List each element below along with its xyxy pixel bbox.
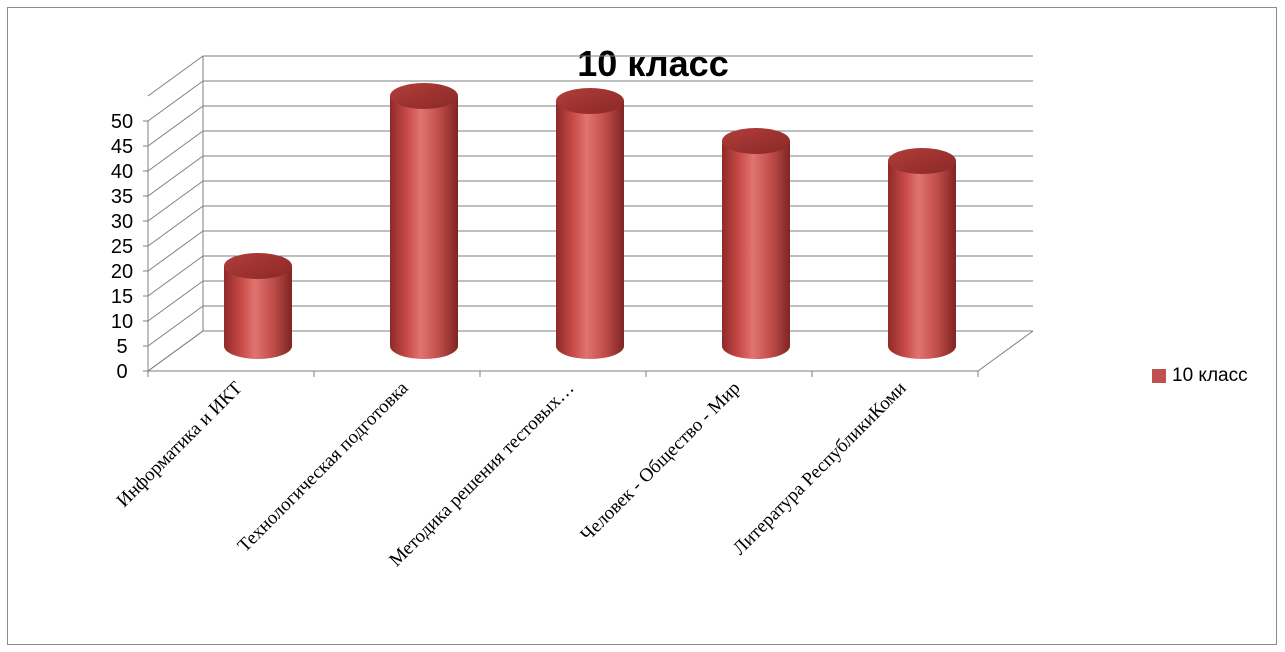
bar (224, 253, 292, 359)
chart-title: 10 класс (577, 43, 728, 84)
legend-label: 10 класс (1172, 365, 1248, 386)
gridline-slant (147, 55, 204, 97)
chart-frame (7, 7, 1277, 645)
bars (224, 83, 956, 359)
bar-top (888, 148, 956, 174)
bar-top (390, 83, 458, 109)
y-tick-label: 25 (111, 236, 133, 258)
gridline-slant (147, 230, 204, 272)
legend-swatch (1152, 369, 1166, 383)
gridline-slant (147, 205, 204, 247)
x-tick-label: Технологическая подготовка (234, 377, 413, 556)
bar-top (722, 128, 790, 154)
y-axis: 0 5 10 15 20 25 30 35 40 45 50 (111, 111, 148, 383)
y-tick-label: 50 (111, 111, 133, 133)
gridline-slant (147, 180, 204, 222)
y-tick-label: 5 (116, 336, 127, 358)
x-tick-label: Литература РеспубликиКоми (729, 378, 911, 560)
bar-top (224, 253, 292, 279)
gridline-slant (147, 330, 204, 372)
gridline-slant (147, 280, 204, 322)
bar-body (390, 96, 458, 359)
bar-body (224, 266, 292, 359)
y-tick-label: 40 (111, 161, 133, 183)
gridline-slant (147, 80, 204, 122)
y-tick-label: 0 (116, 361, 127, 383)
x-tick-label: Методика решения тестовых… (385, 378, 578, 571)
gridline-slant (147, 130, 204, 172)
y-tick-label: 20 (111, 261, 133, 283)
y-tick-label: 35 (111, 186, 133, 208)
floor-right-edge (977, 330, 1034, 372)
legend: 10 класс (1152, 365, 1248, 387)
bar (722, 128, 790, 359)
bar (390, 83, 458, 359)
gridline-slant (147, 305, 204, 347)
gridline-slant (147, 155, 204, 197)
y-tick-label: 10 (111, 311, 133, 333)
x-tick-label: Информатика и ИКТ (113, 377, 247, 511)
x-tick-label: Человек - Общество - Мир (577, 378, 745, 546)
bar-body (556, 101, 624, 359)
bar-body (722, 141, 790, 359)
bar (888, 148, 956, 359)
bar-body (888, 161, 956, 359)
gridline-slant (147, 255, 204, 297)
bar (556, 88, 624, 359)
y-tick-label: 15 (111, 286, 133, 308)
y-tick-label: 45 (111, 136, 133, 158)
bar-top (556, 88, 624, 114)
y-tick-label: 30 (111, 211, 133, 233)
gridline-slant (147, 105, 204, 147)
